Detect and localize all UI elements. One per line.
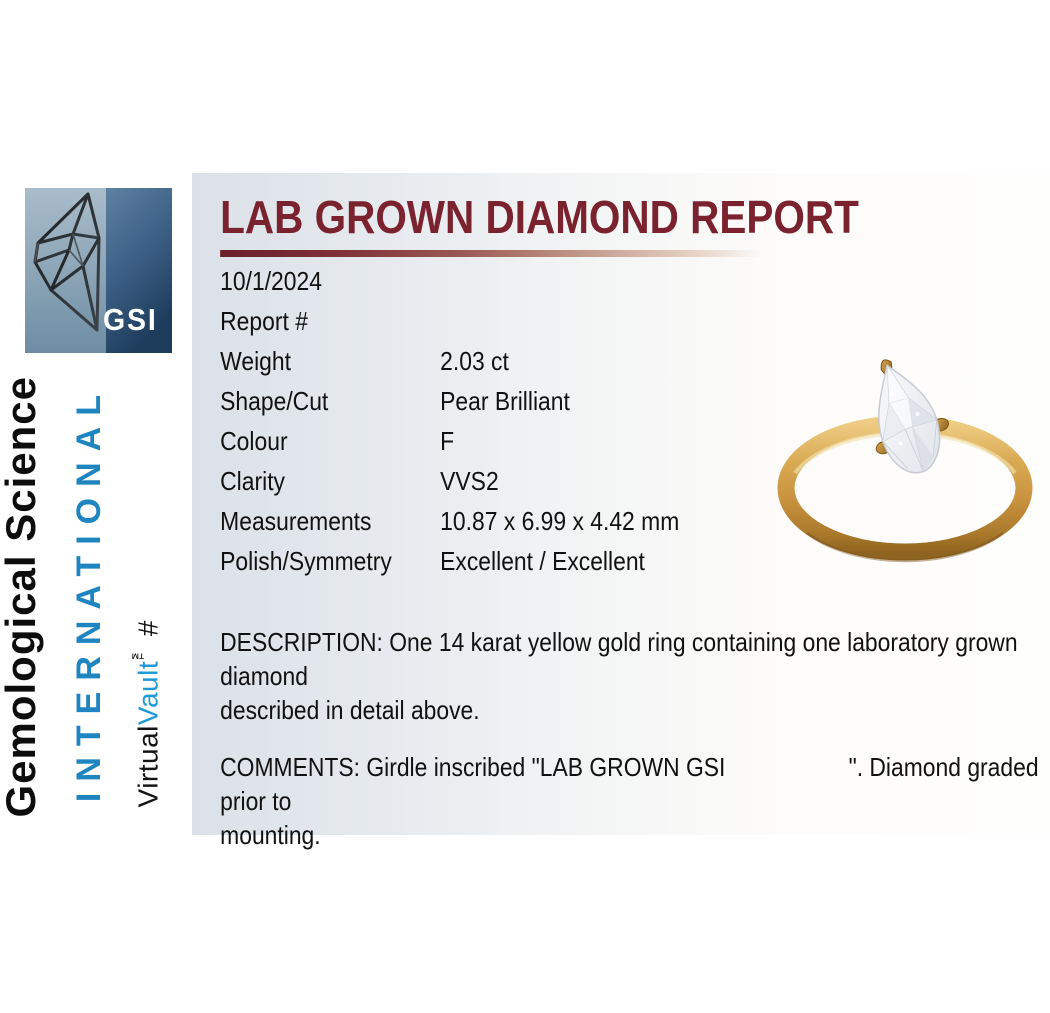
field-label: Clarity xyxy=(220,466,285,496)
field-label: Colour xyxy=(220,426,288,456)
table-row: Weight 2.03 ct xyxy=(220,346,889,386)
brand-name-international: INTERNATIONAL xyxy=(70,383,108,802)
field-label: Polish/Symmetry xyxy=(220,546,392,576)
gsi-logo-text: GSI xyxy=(103,302,158,337)
table-row: Colour F xyxy=(220,426,889,466)
table-row: Polish/Symmetry Excellent / Excellent xyxy=(220,546,889,586)
trademark-symbol: ™ xyxy=(130,643,146,661)
field-value: 10.87 x 6.99 x 4.42 mm xyxy=(440,506,680,536)
spec-table: Report # Weight 2.03 ct Shape/Cut Pear B… xyxy=(220,306,889,586)
title-divider xyxy=(220,250,763,257)
brand-name-gemological-science: Gemological Science xyxy=(0,376,44,818)
virtualvault-label: VirtualVault™ # xyxy=(130,619,164,807)
field-value: 2.03 ct xyxy=(440,346,509,376)
field-value: VVS2 xyxy=(440,466,499,496)
table-row: Clarity VVS2 xyxy=(220,466,889,506)
table-row: Measurements 10.87 x 6.99 x 4.42 mm xyxy=(220,506,889,546)
report-title: LAB GROWN DIAMOND REPORT xyxy=(220,191,859,243)
pear-diamond xyxy=(875,359,949,474)
table-row: Shape/Cut Pear Brilliant xyxy=(220,386,889,426)
table-row: Report # xyxy=(220,306,889,346)
report-card: LAB GROWN DIAMOND REPORT 10/1/2024 Repor… xyxy=(192,173,1050,850)
description-line1: DESCRIPTION: One 14 karat yellow gold ri… xyxy=(220,627,1018,691)
ring-photo xyxy=(757,328,1050,573)
field-label: Shape/Cut xyxy=(220,386,329,416)
gsi-logo: GSI xyxy=(25,188,172,353)
report-date: 10/1/2024 xyxy=(220,266,322,296)
field-value: Excellent / Excellent xyxy=(440,546,645,576)
description-block: DESCRIPTION: One 14 karat yellow gold ri… xyxy=(220,625,1050,727)
diamond-wireframe-icon xyxy=(25,188,172,353)
field-label: Weight xyxy=(220,346,291,376)
virtualvault-black: Virtual xyxy=(132,724,164,807)
field-value: Pear Brilliant xyxy=(440,386,570,416)
comments-block: COMMENTS: Girdle inscribed "LAB GROWN GS… xyxy=(220,750,1050,852)
field-value: F xyxy=(440,426,455,456)
field-label: Measurements xyxy=(220,506,372,536)
comments-line1: COMMENTS: Girdle inscribed "LAB GROWN GS… xyxy=(220,750,1050,818)
comments-line2: mounting. xyxy=(220,820,321,850)
virtualvault-blue: Vault xyxy=(132,660,164,725)
comments-part2: ". Diamond graded prior to xyxy=(220,752,1039,816)
report-content: LAB GROWN DIAMOND REPORT 10/1/2024 Repor… xyxy=(192,173,1050,850)
comments-part1: COMMENTS: Girdle inscribed "LAB GROWN GS… xyxy=(220,752,726,782)
description-line2: described in detail above. xyxy=(220,695,480,725)
field-label: Report # xyxy=(220,306,308,336)
virtualvault-suffix: # xyxy=(132,619,164,644)
